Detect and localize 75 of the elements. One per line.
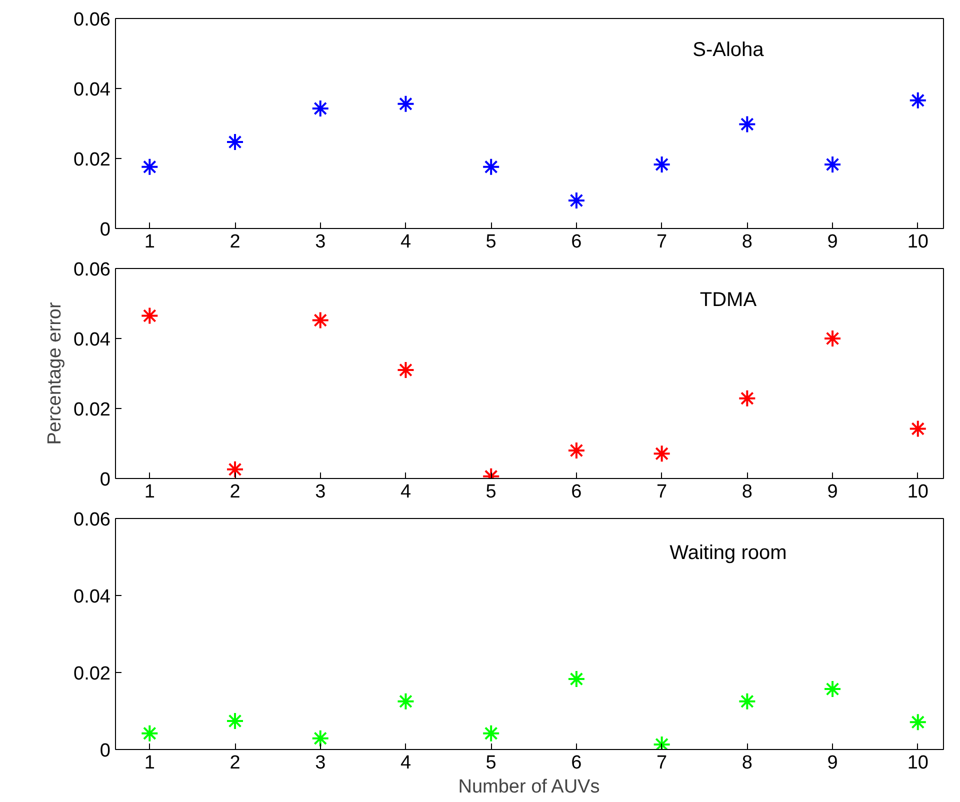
x-tick-label: 4 [400,232,412,252]
text: TDMA [700,289,758,311]
point [567,670,586,688]
y-tick-label: 0.02 [74,150,111,170]
x-tick-label: 4 [400,752,412,774]
text: Waiting room [670,542,787,564]
x-tick-label: 4 [400,482,412,502]
x-tick-label: 3 [315,232,326,252]
point [652,444,671,463]
y-tick-label: 0.04 [74,330,111,350]
x-tick-label: 10 [907,232,928,252]
y-tick-label: 0 [100,220,111,240]
point [396,361,415,379]
x-tick-label: 5 [486,482,496,502]
y-axis-title: Percentage error [44,302,66,445]
y-tick-label: 0 [100,740,111,762]
x-tick-label: 2 [230,482,240,502]
point [824,680,842,698]
y-tick-label: 0.06 [74,260,111,280]
x-tick-label: 1 [144,482,155,502]
x-tick-label: 3 [315,482,326,502]
y-tick-label: 0.06 [74,510,111,530]
point [311,729,330,748]
x-tick-label: 7 [656,232,668,252]
point [908,91,927,110]
point [311,99,330,118]
point [482,158,500,176]
point [140,724,159,742]
x-tick-label: 8 [742,232,752,252]
x-tick-label: 10 [907,752,928,774]
x-axis-title: Number of AUVs [458,776,600,798]
point [226,133,244,152]
y-tick-label: 0.04 [74,586,111,608]
x-tick-label: 9 [827,482,838,502]
point [738,389,756,408]
point [567,442,586,460]
x-tick-label: 5 [486,232,496,252]
point [738,692,756,710]
point [652,155,671,174]
point [396,94,415,113]
x-tick-label: 2 [230,752,240,774]
x-tick-label: 10 [907,482,928,502]
x-tick-label: 1 [144,752,155,774]
point [226,712,244,730]
text: S-Aloha [692,39,765,61]
x-tick-label: 8 [742,752,752,774]
y-tick-label: 0 [100,470,111,490]
x-tick-label: 8 [742,482,752,502]
point [140,306,159,325]
x-tick-label: 7 [656,752,668,774]
x-tick-label: 1 [144,232,155,252]
point [824,330,842,348]
point [567,192,586,210]
point [908,420,927,438]
point [396,692,415,710]
x-tick-label: 5 [486,752,496,774]
point [226,460,244,478]
x-tick-label: 6 [571,232,582,252]
point [738,115,756,134]
x-tick-label: 6 [571,482,582,502]
x-tick-label: 6 [571,752,582,774]
y-tick-label: 0.04 [74,80,111,100]
point [311,311,330,330]
x-tick-label: 3 [315,752,326,774]
x-tick-label: 7 [656,482,668,502]
point [482,724,500,742]
point [908,713,927,732]
y-tick-label: 0.06 [74,10,111,30]
point [824,155,842,174]
point [140,158,159,176]
x-tick-label: 2 [230,232,240,252]
x-tick-label: 9 [827,752,838,774]
y-tick-label: 0.02 [74,400,111,420]
x-tick-label: 9 [827,232,838,252]
y-tick-label: 0.02 [74,664,111,684]
